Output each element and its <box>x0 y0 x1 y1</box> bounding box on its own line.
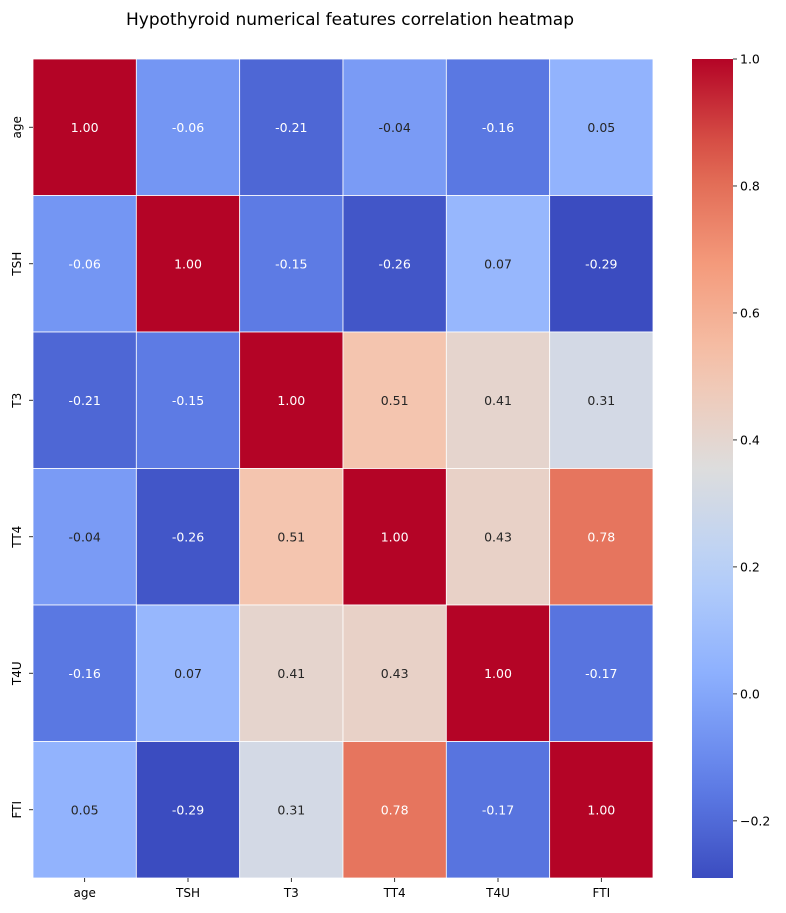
heatmap-cell <box>32 331 137 469</box>
cell-value-label: -0.15 <box>172 393 204 408</box>
x-axis-ticks: age TSH T3 TT4 T4U FTI <box>73 878 610 900</box>
colorbar-tick-label: 1.0 <box>740 52 760 67</box>
y-tick-label: TT4 <box>10 526 24 549</box>
cell-value-label: 1.00 <box>71 120 99 135</box>
heatmap-cell <box>135 58 241 196</box>
heatmap-cell <box>445 58 551 196</box>
cell-value-label: 0.41 <box>484 393 512 408</box>
x-tick-label: T4U <box>485 886 510 900</box>
colorbar-tick-label: 0.8 <box>740 178 760 193</box>
cell-value-label: -0.04 <box>68 529 100 544</box>
heatmap-cell <box>342 741 447 879</box>
y-tick-label: FTI <box>10 801 24 819</box>
heatmap-cell <box>445 331 551 469</box>
cell-value-label: 1.00 <box>484 666 512 681</box>
x-tick-label: T3 <box>283 886 299 900</box>
x-tick-label: TSH <box>175 886 200 900</box>
heatmap-cell <box>445 604 551 742</box>
heatmap-cell <box>549 604 654 742</box>
cell-value-label: -0.16 <box>68 666 100 681</box>
cell-value-label: 0.41 <box>277 666 305 681</box>
cell-value-label: -0.16 <box>482 120 514 135</box>
heatmap-cell <box>32 741 137 879</box>
heatmap-cell <box>32 58 137 196</box>
cell-value-label: -0.29 <box>585 256 617 271</box>
cell-value-label: -0.06 <box>68 256 100 271</box>
heatmap-cell <box>239 604 344 742</box>
y-tick-label: TSH <box>10 252 24 277</box>
cell-value-label: -0.06 <box>172 120 204 135</box>
heatmap-cell <box>445 741 551 879</box>
colorbar-tick-label: 0.2 <box>740 559 760 574</box>
cell-value-label: -0.04 <box>378 120 410 135</box>
colorbar-tick-label: 0.6 <box>740 305 760 320</box>
cell-value-label: 1.00 <box>381 529 409 544</box>
cell-value-label: -0.17 <box>482 802 514 817</box>
heatmap-cell <box>342 468 447 606</box>
cell-value-label: 0.31 <box>587 393 615 408</box>
cell-value-label: 1.00 <box>174 256 202 271</box>
heatmap-cell <box>445 468 551 606</box>
cell-value-label: 1.00 <box>587 802 615 817</box>
heatmap-cell <box>549 331 654 469</box>
x-tick-label: age <box>73 886 95 900</box>
cell-value-label: 0.78 <box>587 529 615 544</box>
cell-value-label: 0.05 <box>587 120 615 135</box>
heatmap-cell <box>342 195 447 333</box>
y-tick-label: T4U <box>10 661 24 686</box>
heatmap-cell <box>135 468 241 606</box>
heatmap-cell <box>549 58 654 196</box>
cell-value-label: 0.07 <box>174 666 202 681</box>
cell-value-label: 0.78 <box>381 802 409 817</box>
heatmap-cell <box>135 195 241 333</box>
cell-value-label: 0.51 <box>381 393 409 408</box>
heatmap-cell <box>135 331 241 469</box>
cell-value-label: 0.05 <box>71 802 99 817</box>
y-axis-ticks: age TSH T3 TT4 T4U FTI <box>10 116 33 819</box>
cell-value-label: -0.29 <box>172 802 204 817</box>
heatmap-cells: 1.00 -0.06 -0.21 -0.04 -0.16 0.05 -0.06 1.00 -0.… <box>32 58 654 879</box>
cell-value-label: -0.21 <box>68 393 100 408</box>
heatmap-cell <box>32 468 137 606</box>
heatmap-cell <box>32 604 137 742</box>
heatmap-cell <box>549 468 654 606</box>
cell-value-label: -0.26 <box>378 256 410 271</box>
cell-value-label: 0.43 <box>484 529 512 544</box>
heatmap-cell <box>239 331 344 469</box>
x-tick-label: FTI <box>593 886 611 900</box>
colorbar-gradient <box>692 59 733 878</box>
x-tick-label: TT4 <box>383 886 406 900</box>
y-tick-label: age <box>10 116 24 138</box>
cell-value-label: -0.21 <box>275 120 307 135</box>
cell-value-label: 0.51 <box>277 529 305 544</box>
heatmap-cell <box>239 468 344 606</box>
heatmap-cell <box>32 195 137 333</box>
y-tick-label: T3 <box>10 393 24 409</box>
heatmap-cell <box>549 741 654 879</box>
cell-value-label: -0.26 <box>172 529 204 544</box>
heatmap-cell <box>342 604 447 742</box>
cell-value-label: 0.43 <box>381 666 409 681</box>
colorbar-tick-label: 0.0 <box>740 686 760 701</box>
cell-value-label: -0.15 <box>275 256 307 271</box>
colorbar-tick-label: −0.2 <box>740 813 770 828</box>
heatmap-cell <box>342 58 447 196</box>
heatmap-cell <box>549 195 654 333</box>
cell-value-label: -0.17 <box>585 666 617 681</box>
cell-value-label: 0.07 <box>484 256 512 271</box>
colorbar-tick-label: 0.4 <box>740 432 760 447</box>
heatmap-cell <box>239 58 344 196</box>
heatmap-cell <box>342 331 447 469</box>
cell-value-label: 1.00 <box>277 393 305 408</box>
colorbar: −0.2 0.0 0.2 0.4 0.6 0.8 1.0 <box>692 52 770 878</box>
cell-value-label: 0.31 <box>277 802 305 817</box>
chart-title: Hypothyroid numerical features correlati… <box>126 10 574 30</box>
